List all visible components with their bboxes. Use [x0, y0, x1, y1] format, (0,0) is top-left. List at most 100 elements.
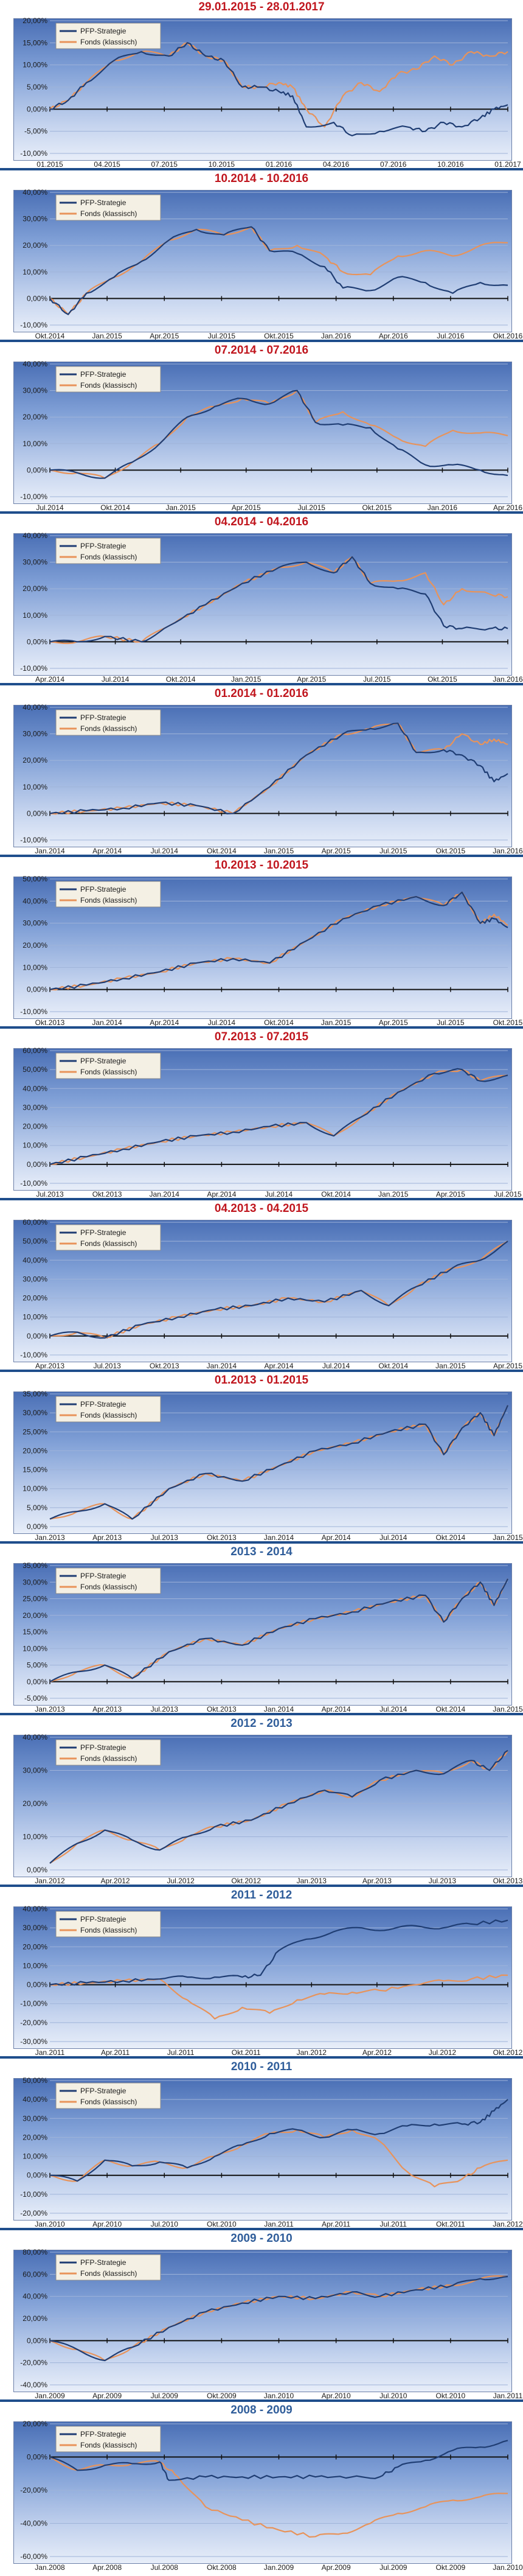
- y-tick-label: 15,00%: [23, 1466, 47, 1474]
- legend-label: PFP-Strategie: [80, 1743, 126, 1752]
- y-tick-label: 0,00%: [27, 1332, 47, 1340]
- x-tick-label: 07.2015: [151, 160, 178, 169]
- y-tick-label: -20,00%: [20, 2209, 47, 2217]
- legend-label: Fonds (klassisch): [80, 1239, 137, 1248]
- y-tick-label: 0,00%: [27, 1678, 47, 1686]
- panel-separator: [0, 340, 523, 342]
- x-tick-label: Apr.2013: [92, 1533, 122, 1542]
- legend: PFP-Strategie Fonds (klassisch): [55, 881, 161, 908]
- series-line-fonds: [49, 42, 508, 128]
- x-tick-label: Jan.2015: [92, 332, 122, 340]
- y-tick-label: 60,00%: [23, 2270, 47, 2278]
- chart-title: 2012 - 2013: [230, 1717, 293, 1730]
- y-tick-label: 0,00%: [27, 1160, 47, 1169]
- legend: PFP-Strategie Fonds (klassisch): [55, 23, 161, 49]
- y-tick-label: 40,00%: [23, 897, 47, 905]
- y-tick-label: 20,00%: [23, 241, 47, 250]
- x-tick-label: Jul.2013: [151, 1533, 179, 1542]
- y-tick-label: 60,00%: [23, 1218, 47, 1227]
- x-tick-label: Apr.2014: [207, 1190, 236, 1199]
- x-tick-label: Jul.2014: [36, 503, 64, 512]
- x-tick-label: Jul.2015: [494, 1190, 522, 1199]
- y-tick-label: 0,00%: [27, 985, 47, 994]
- x-tick-label: Apr.2010: [322, 2392, 351, 2400]
- x-tick-label: Jan.2009: [35, 2392, 65, 2400]
- y-tick-label: 5,00%: [27, 1503, 47, 1512]
- x-tick-label: Jan.2010: [35, 2220, 65, 2228]
- series-line-pfp: [49, 556, 508, 643]
- y-tick-label: -10,00%: [20, 664, 47, 673]
- series-line-fonds: [49, 1750, 508, 1864]
- y-tick-label: -10,00%: [20, 321, 47, 329]
- legend-box: [55, 366, 161, 393]
- x-tick-label: Okt.2013: [207, 1533, 237, 1542]
- y-tick-label: -10,00%: [20, 1179, 47, 1188]
- x-tick-label: Jan.2011: [264, 2220, 294, 2228]
- legend-label: PFP-Strategie: [80, 1915, 126, 1923]
- legend: PFP-Strategie Fonds (klassisch): [55, 1739, 161, 1766]
- legend-box: [55, 194, 161, 221]
- y-tick-label: -30,00%: [20, 2037, 47, 2046]
- x-tick-label: Jul.2009: [379, 2563, 407, 2572]
- legend-label: Fonds (klassisch): [80, 2441, 137, 2449]
- y-tick-label: 30,00%: [23, 558, 47, 567]
- x-tick-label: Okt.2016: [493, 332, 523, 340]
- x-tick-label: Okt.2011: [232, 2048, 261, 2057]
- x-tick-label: Okt.2015: [428, 675, 457, 684]
- chart-svg: 60,00% 50,00% 40,00% 30,00% 20,00% 10,00% 0,00…: [20, 1046, 522, 1199]
- legend-box: [55, 1396, 161, 1423]
- chart-panel: 2011 - 2012 40,00% 30,00% 20,00% 10,00% 0,00%…: [0, 1888, 523, 2060]
- panel-separator: [0, 511, 523, 514]
- x-tick-label: Jan.2012: [493, 2220, 523, 2228]
- legend-label: Fonds (klassisch): [80, 2269, 137, 2278]
- y-tick-label: 30,00%: [23, 1578, 47, 1586]
- y-tick-label: -5,00%: [24, 127, 47, 136]
- series-line-pfp: [49, 2440, 508, 2481]
- y-tick-label: 0,00%: [27, 1866, 47, 1874]
- legend: PFP-Strategie Fonds (klassisch): [55, 1396, 161, 1423]
- series-line-fonds: [49, 390, 508, 479]
- x-tick-label: Okt.2012: [231, 1877, 261, 1885]
- x-tick-label: Jul.2015: [298, 503, 326, 512]
- chart-title: 2010 - 2011: [230, 2060, 293, 2073]
- x-tick-label: Okt.2013: [493, 1877, 523, 1885]
- panel-separator: [0, 1198, 523, 1200]
- x-tick-label: Jan.2014: [264, 1533, 294, 1542]
- chart-svg: 50,00% 40,00% 30,00% 20,00% 10,00% 0,00% -10,0…: [20, 875, 522, 1027]
- chart-title: 2013 - 2014: [230, 1545, 293, 1558]
- x-tick-label: Apr.2009: [322, 2563, 351, 2572]
- x-tick-label: Jan.2015: [378, 1190, 409, 1199]
- x-tick-label: Jul.2014: [379, 1533, 407, 1542]
- series-line-pfp: [49, 1919, 508, 1986]
- legend-box: [55, 2426, 161, 2452]
- x-tick-label: Okt.2014: [436, 1533, 466, 1542]
- y-tick-label: 40,00%: [23, 531, 47, 540]
- x-tick-label: Jan.2016: [428, 503, 458, 512]
- chart-panel: 04.2013 - 04.2015 60,00% 50,00% 40,00% 30,00…: [0, 1202, 523, 1373]
- chart-svg: 35,00% 30,00% 25,00% 20,00% 15,00% 10,00% 5,00…: [23, 1390, 523, 1542]
- legend-label: PFP-Strategie: [80, 27, 126, 35]
- x-tick-label: Jul.2013: [429, 1877, 457, 1885]
- x-tick-label: Okt.2014: [321, 1190, 351, 1199]
- x-tick-label: Okt.2014: [100, 503, 130, 512]
- series-line-pfp: [49, 1749, 508, 1864]
- y-tick-label: 0,00%: [27, 2171, 47, 2180]
- series-line-fonds: [49, 1405, 509, 1520]
- y-tick-label: 30,00%: [23, 1103, 47, 1111]
- x-tick-label: Jul.2015: [208, 332, 236, 340]
- y-tick-label: 15,00%: [23, 38, 47, 47]
- legend-box: [55, 1224, 161, 1251]
- y-tick-label: 25,00%: [23, 1427, 47, 1436]
- x-tick-label: Jul.2014: [151, 847, 179, 855]
- chart-svg: 50,00% 40,00% 30,00% 20,00% 10,00% 0,00% -10,0…: [20, 2076, 523, 2228]
- x-tick-label: Jul.2011: [380, 2220, 407, 2228]
- y-tick-label: 10,00%: [23, 1485, 47, 1493]
- series-line-pfp: [49, 1241, 508, 1339]
- y-tick-label: -10,00%: [20, 492, 47, 501]
- y-tick-label: 25,00%: [23, 1595, 47, 1603]
- panel-separator: [0, 2399, 523, 2402]
- legend-box: [55, 2254, 161, 2281]
- y-tick-label: 30,00%: [23, 2114, 47, 2123]
- x-tick-label: Jan.2010: [493, 2563, 523, 2572]
